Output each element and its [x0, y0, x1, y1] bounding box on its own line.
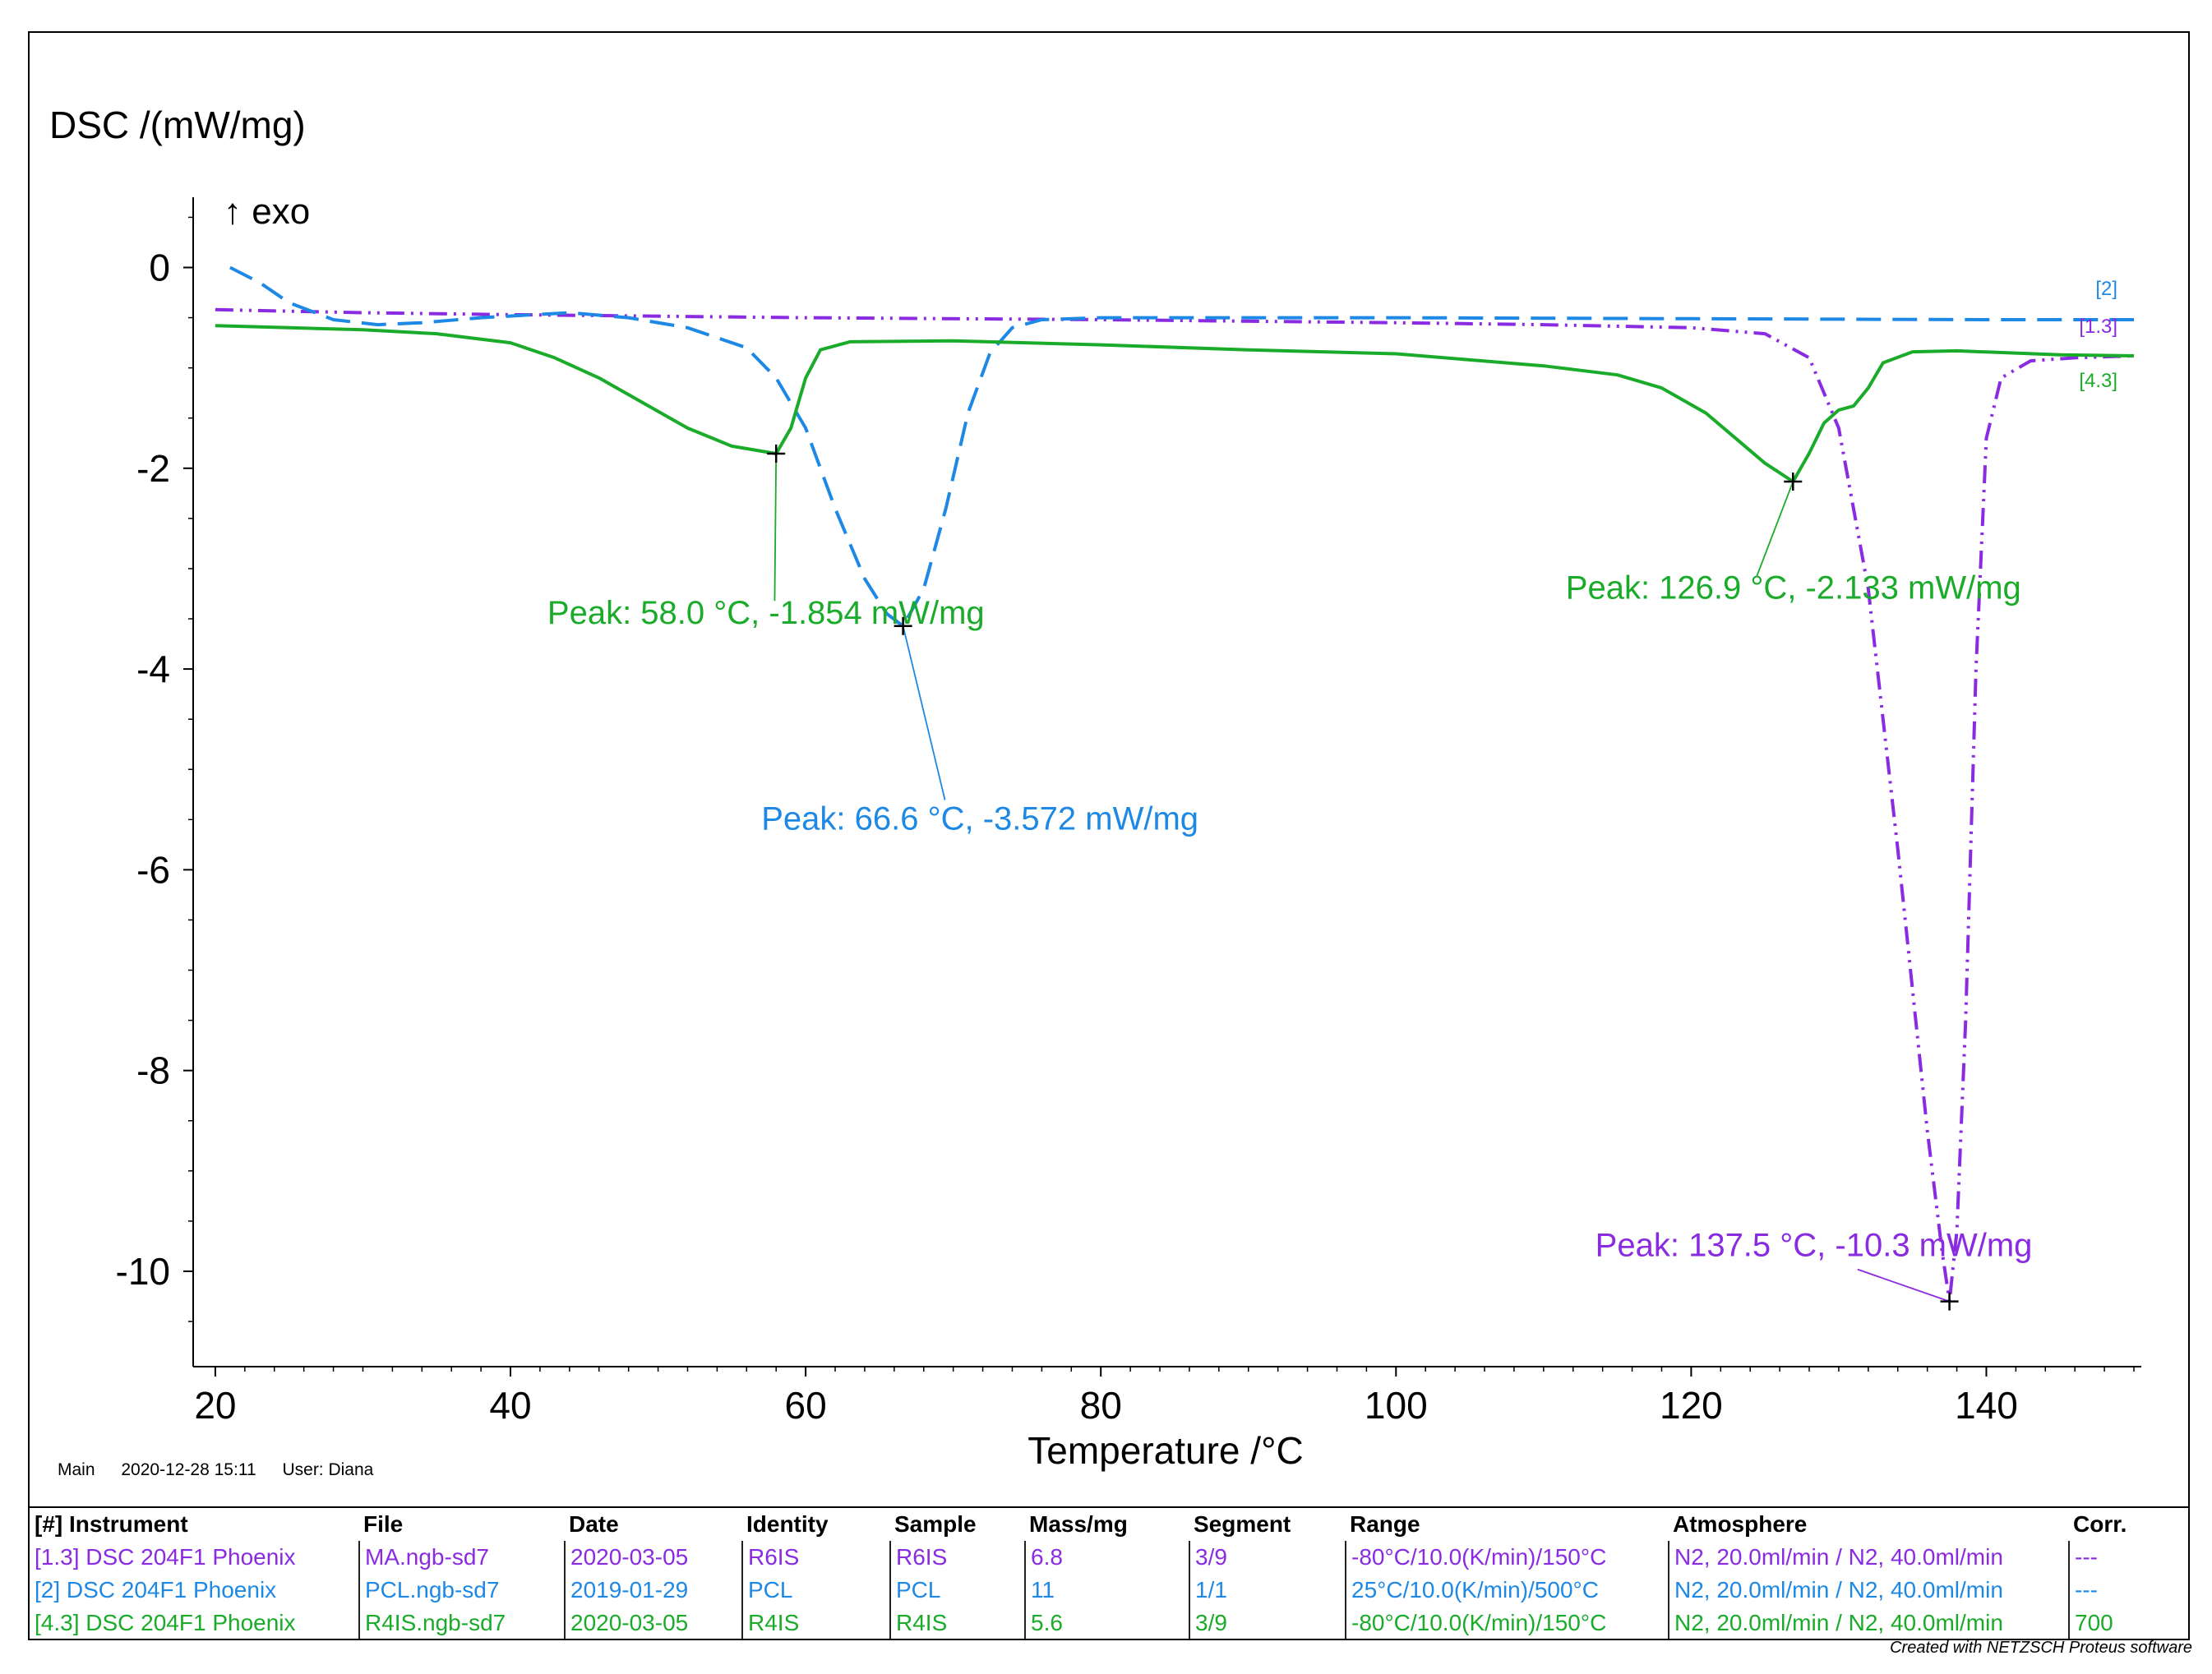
legend-cell: N2, 20.0ml/min / N2, 40.0ml/min [1668, 1541, 2068, 1574]
legend-cell: 5.6 [1024, 1607, 1189, 1639]
legend-header-cell: Date [569, 1511, 619, 1537]
peak-leader-line [1756, 481, 1794, 576]
peak-annotation-label: Peak: 137.5 °C, -10.3 mW/mg [1596, 1228, 2033, 1264]
legend-cell: -80°C/10.0(K/min)/150°C [1345, 1607, 1668, 1639]
legend-header-cell: Identity [746, 1511, 829, 1537]
legend-cell: [1.3] DSC 204F1 Phoenix [35, 1544, 296, 1570]
legend-header-cell: Mass/mg [1029, 1511, 1128, 1537]
legend-cell: R4IS.ngb-sd7 [358, 1607, 564, 1639]
legend-cell: PCL [889, 1574, 1024, 1607]
x-tick-label: 140 [1955, 1384, 2018, 1427]
legend-cell: PCL [741, 1574, 889, 1607]
series-end-label: [1.3] [2079, 316, 2117, 338]
legend-header-cell: Atmosphere [1673, 1511, 1808, 1537]
legend-header-cell: File [363, 1511, 404, 1537]
x-tick-label: 20 [194, 1384, 236, 1427]
legend-cell: N2, 20.0ml/min / N2, 40.0ml/min [1668, 1574, 2068, 1607]
y-tick-label: -8 [136, 1049, 170, 1092]
peak-annotation-label: Peak: 126.9 °C, -2.133 mW/mg [1566, 570, 2021, 606]
legend-cell: 6.8 [1024, 1541, 1189, 1574]
legend-cell: 2020-03-05 [564, 1541, 741, 1574]
y-tick-label: -6 [136, 848, 170, 891]
legend-cell: 700 [2068, 1607, 2188, 1639]
series-line-1 [229, 265, 2134, 628]
legend-cell: R6IS [889, 1541, 1024, 1574]
legend-cell: R4IS [889, 1607, 1024, 1639]
x-tick-label: 120 [1660, 1384, 1723, 1427]
peak-leader-line [1857, 1268, 1950, 1303]
legend-cell: R4IS [741, 1607, 889, 1639]
chart-frame [28, 31, 2190, 1640]
legend-cell: 2020-03-05 [564, 1607, 741, 1639]
series-end-label: [2] [2095, 278, 2117, 300]
legend-cell: MA.ngb-sd7 [358, 1541, 564, 1574]
exo-indicator: ↑ exo [224, 191, 310, 232]
x-axis-label: Temperature /°C [1027, 1429, 1303, 1472]
y-tick-label: -4 [136, 648, 170, 690]
meta-tab: Main [58, 1460, 95, 1479]
meta-datetime: 2020-12-28 15:11 [121, 1460, 256, 1479]
legend-cell: [4.3] DSC 204F1 Phoenix [35, 1610, 296, 1635]
legend-cell: --- [2068, 1574, 2188, 1607]
y-tick-label: 0 [149, 247, 170, 289]
legend-cell: R6IS [741, 1541, 889, 1574]
peak-annotation-label: Peak: 58.0 °C, -1.854 mW/mg [547, 595, 985, 631]
legend-cell: -80°C/10.0(K/min)/150°C [1345, 1541, 1668, 1574]
legend-header-cell: Segment [1194, 1511, 1291, 1537]
y-tick-label: -2 [136, 447, 170, 490]
legend-cell: N2, 20.0ml/min / N2, 40.0ml/min [1668, 1607, 2068, 1639]
peak-leader-line [902, 625, 946, 800]
x-tick-label: 40 [489, 1384, 531, 1427]
legend-table: [#] Instrument File Date Identity Sample Mass… [30, 1506, 2188, 1640]
series-end-label: [4.3] [2079, 370, 2117, 392]
legend-header-cell: Range [1350, 1511, 1420, 1537]
legend-header-cell: Sample [894, 1511, 977, 1537]
legend-cell: --- [2068, 1541, 2188, 1574]
legend-cell: 11 [1024, 1574, 1189, 1607]
y-tick-label: -10 [116, 1250, 170, 1293]
series-line-2 [215, 324, 2135, 483]
meta-user: User: Diana [282, 1460, 374, 1479]
software-credit: Created with NETZSCH Proteus software [1890, 1639, 2192, 1657]
x-tick-label: 60 [785, 1384, 827, 1427]
y-axis-label: DSC /(mW/mg) [49, 104, 306, 146]
legend-row: [2] DSC 204F1 Phoenix PCL.ngb-sd7 2019-01-… [30, 1574, 2188, 1607]
legend-cell: 3/9 [1189, 1607, 1345, 1639]
x-tick-label: 100 [1365, 1384, 1428, 1427]
peak-annotation-label: Peak: 66.6 °C, -3.572 mW/mg [761, 801, 1198, 837]
legend-cell: 25°C/10.0(K/min)/500°C [1345, 1574, 1668, 1607]
legend-row: [1.3] DSC 204F1 Phoenix MA.ngb-sd7 2020-03… [30, 1541, 2188, 1574]
legend-header-row: [#] Instrument File Date Identity Sample Mass… [30, 1508, 2188, 1541]
footer-meta: Main 2020-12-28 15:11 User: Diana [58, 1460, 395, 1480]
legend-row: [4.3] DSC 204F1 Phoenix R4IS.ngb-sd7 2020-… [30, 1607, 2188, 1639]
x-tick-label: 80 [1080, 1384, 1122, 1427]
legend-cell: 2019-01-29 [564, 1574, 741, 1607]
legend-cell: 1/1 [1189, 1574, 1345, 1607]
legend-cell: PCL.ngb-sd7 [358, 1574, 564, 1607]
legend-header-cell: Corr. [2073, 1511, 2127, 1537]
legend-cell: 3/9 [1189, 1541, 1345, 1574]
series-line-0 [215, 307, 2135, 1303]
peak-leader-line [774, 453, 778, 602]
legend-header-cell: [#] Instrument [35, 1511, 188, 1537]
legend-cell: [2] DSC 204F1 Phoenix [35, 1577, 277, 1603]
